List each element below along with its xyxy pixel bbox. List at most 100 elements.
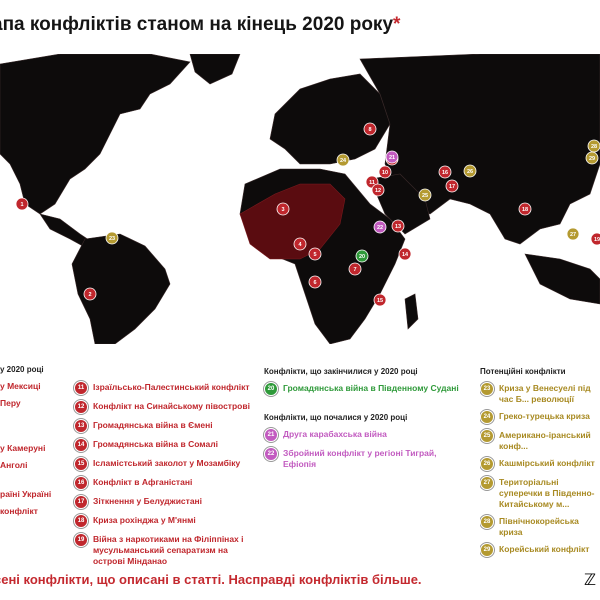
map-pin-label: 2 [88,292,91,298]
map-pin-marker [371,183,385,197]
legend-ongoing-right: 11 Ізраїльсько-Палестинський конфлікт 12 К… [74,381,254,573]
map-pin-label: 21 [389,155,395,161]
legend-item: 14 Громадянська війна в Сомалі [74,438,254,452]
legend-item: 29 Корейський конфлікт [480,543,600,557]
map-pin-22: 22 [373,220,387,234]
map-pin-12: 12 [371,183,385,197]
map-pin-6: 6 [308,275,322,289]
map-pin-marker [355,249,369,263]
publisher-logo-icon: ℤ [583,572,596,589]
legend-item: у Мексиці [0,381,41,391]
map-pin-14: 14 [398,247,412,261]
europe-shape [269,73,391,165]
world-map: 1234567891011121314151617181920212223242… [0,54,600,344]
legend-item: у Камеруні [0,443,46,453]
map-pin-17: 17 [445,179,459,193]
legend-item: 12 Конфлікт на Синайському півострові [74,400,254,414]
south-america-shape [71,233,171,344]
map-pin-label: 1 [20,202,23,208]
southeast-asia-islands-shape [524,253,600,305]
map-pin-marker [308,275,322,289]
map-pin-21: 21 [385,150,399,164]
map-pin-label: 29 [589,156,595,162]
map-pin-7: 7 [348,262,362,276]
map-pin-2: 2 [83,287,97,301]
map-pin-marker [398,247,412,261]
map-pin-label: 13 [395,224,401,230]
legend-potential-header: Потенційні конфлікти [480,367,566,376]
map-pin-16: 16 [438,165,452,179]
legend-item: 28 Північнокорейська криза [480,515,600,538]
map-pin-marker [348,262,362,276]
legend-item: 13 Громадянська війна в Ємені [74,419,254,433]
map-pin-label: 17 [449,184,455,190]
legend-item: 20 Громадянська війна в Південному Судані [264,382,464,396]
map-pin-label: 23 [109,236,115,242]
map-pin-25: 25 [418,188,432,202]
map-pin-marker [418,188,432,202]
legend-item: 18 Криза рохінджа у М'янмі [74,514,254,528]
map-pin-marker [585,151,599,165]
map-pin-28: 28 [587,139,600,153]
footer-note: сені конфлікти, що описані в статті. Нас… [0,572,422,587]
map-pin-marker [590,232,600,246]
map-pin-marker [308,247,322,261]
legend-ongoing-left: у 2020 році у Мексиці Перу у Камеруні Ан… [0,364,70,523]
map-pin-8: 8 [363,122,377,136]
arabia-shape [369,173,431,235]
map-pin-marker [385,150,399,164]
map-pin-label: 19 [594,237,600,243]
map-pin-4: 4 [293,237,307,251]
map-pin-marker [373,293,387,307]
map-pin-label: 24 [340,158,347,164]
legend-ended-header: Конфлікти, що закінчилися у 2020 році [264,367,418,376]
map-pin-label: 3 [281,207,284,213]
legend-item: 15 Ісламістський заколот у Мозамбіку [74,457,254,471]
legend-item: раїні Україні [0,489,52,499]
map-pin-24: 24 [336,153,350,167]
map-pin-label: 11 [369,180,375,186]
map-pin-1: 1 [15,197,29,211]
map-pin-label: 15 [377,298,383,304]
map-pin-label: 8 [368,127,371,133]
sahel-region [239,183,346,260]
legend-item: конфлікт [0,506,38,516]
legend-item: Перу [0,398,21,408]
map-pin-15: 15 [373,293,387,307]
north-america-shape [0,54,191,215]
map-pin-marker [276,202,290,216]
map-pin-marker [445,179,459,193]
map-pins: 1234567891011121314151617181920212223242… [15,122,600,307]
legend-item: 23 Криза у Венесуелі під час Б... революц… [480,382,600,405]
map-pin-marker [378,165,392,179]
legend-ended-started: Конфлікти, що закінчилися у 2020 році 20… [264,366,464,476]
legend-item: 21 Друга карабахська війна [264,428,464,442]
map-pin-label: 16 [442,170,448,176]
map-pin-27: 27 [566,227,580,241]
map-pin-label: 26 [467,169,473,175]
legend-item: 19 Війна з наркотиками на Філіппінах і му… [74,533,254,567]
map-pin-marker [363,122,377,136]
map-pin-label: 18 [522,207,528,213]
map-pin-marker [463,164,477,178]
map-pin-marker [518,202,532,216]
map-pin-marker [83,287,97,301]
legend-item: 17 Зіткнення у Белуджистані [74,495,254,509]
map-pin-label: 14 [402,252,409,258]
world-map-svg: 1234567891011121314151617181920212223242… [0,54,600,344]
map-pin-marker [438,165,452,179]
map-pin-label: 4 [298,242,302,248]
map-pin-marker [373,220,387,234]
map-pin-marker [105,231,119,245]
page-title: апа конфліктів станом на кінець 2020 рок… [0,14,401,35]
map-pin-label: 22 [377,225,383,231]
map-pin-13: 13 [391,219,405,233]
map-pin-26: 26 [463,164,477,178]
legend-item: 16 Конфлікт в Афганістані [74,476,254,490]
madagascar-shape [404,293,419,330]
legend-item: Анголі [0,460,28,470]
map-pin-5: 5 [308,247,322,261]
map-pin-18: 18 [518,202,532,216]
map-pin-label: 5 [313,252,316,258]
map-pin-label: 25 [422,193,428,199]
